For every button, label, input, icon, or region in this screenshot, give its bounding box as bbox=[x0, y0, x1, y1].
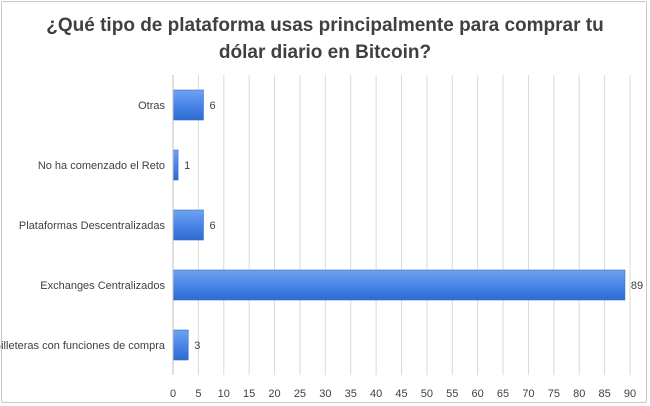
x-tick-label: 35 bbox=[345, 388, 357, 400]
category-label: Otras bbox=[138, 100, 165, 112]
x-tick-label: 55 bbox=[446, 388, 458, 400]
chart-title: ¿Qué tipo de plataforma usas principalme… bbox=[0, 12, 650, 66]
category-label: Exchanges Centralizados bbox=[40, 280, 165, 292]
category-label: Plataformas Descentralizadas bbox=[19, 220, 166, 232]
category-labels: Otras No ha comenzado el Reto Plataformas … bbox=[0, 100, 166, 352]
bar bbox=[172, 209, 204, 241]
x-tick-label: 60 bbox=[472, 388, 484, 400]
bar bbox=[172, 149, 179, 181]
x-tick-label: 90 bbox=[624, 388, 636, 400]
x-tick-label: 40 bbox=[370, 388, 382, 400]
bar bbox=[172, 329, 189, 361]
x-tick-label: 80 bbox=[573, 388, 585, 400]
x-tick-label: 5 bbox=[195, 388, 201, 400]
data-label: 3 bbox=[194, 340, 200, 352]
gridlines bbox=[172, 75, 631, 375]
x-tick-label: 10 bbox=[218, 388, 230, 400]
data-label: 6 bbox=[209, 220, 215, 232]
x-tick-label: 30 bbox=[319, 388, 331, 400]
x-axis-ticks: 0 5 10 15 20 25 30 35 40 45 50 55 60 65 70 75 80 85 90 bbox=[170, 388, 636, 400]
x-tick-label: 50 bbox=[421, 388, 433, 400]
bars bbox=[172, 89, 626, 361]
data-label: 1 bbox=[184, 160, 190, 172]
x-tick-label: 25 bbox=[294, 388, 306, 400]
data-label: 6 bbox=[209, 100, 215, 112]
category-label: Billeteras con funciones de compra bbox=[0, 340, 166, 352]
x-tick-label: 75 bbox=[548, 388, 560, 400]
bar bbox=[172, 269, 626, 301]
x-tick-label: 65 bbox=[497, 388, 509, 400]
x-tick-label: 70 bbox=[522, 388, 534, 400]
x-tick-label: 15 bbox=[243, 388, 255, 400]
x-tick-label: 85 bbox=[598, 388, 610, 400]
x-tick-label: 0 bbox=[170, 388, 176, 400]
chart-title-line-1: ¿Qué tipo de plataforma usas principalme… bbox=[46, 15, 604, 36]
data-labels: 6 1 6 89 3 bbox=[184, 100, 643, 352]
bar bbox=[172, 89, 204, 121]
data-label: 89 bbox=[631, 280, 643, 292]
category-label: No ha comenzado el Reto bbox=[38, 160, 165, 172]
chart-title-line-2: dólar diario en Bitcoin? bbox=[218, 42, 432, 63]
x-tick-label: 45 bbox=[395, 388, 407, 400]
x-tick-label: 20 bbox=[268, 388, 280, 400]
